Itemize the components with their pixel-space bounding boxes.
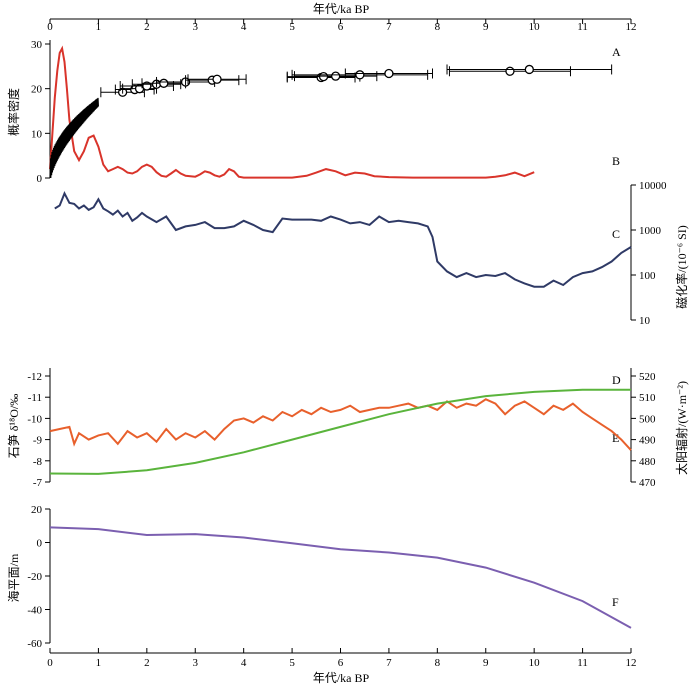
x-tick-label-bottom: 10 [529,657,541,669]
series-a-point [212,74,222,84]
x-tick-label-bottom: 7 [386,657,392,669]
y-tick-label-d18o: -7 [33,477,43,489]
x-tick-label-bottom: 8 [435,657,441,669]
series-a-point [355,70,365,80]
y-tick-label-probability: 0 [37,173,43,185]
y-tick-label-susceptibility: 10 [639,315,651,327]
series-a-point [159,78,169,88]
y-tick-label-susceptibility: 100 [639,270,656,282]
x-tick-label-top: 8 [435,21,441,33]
panel-label-b: B [612,154,620,168]
series-f-sea-level-line [49,526,632,629]
y-tick-label-d18o: -9 [33,435,43,447]
x-tick-label-top: 5 [289,21,295,33]
panel-label-c: C [612,227,620,241]
ylabel-stalagmite-d18o: 石笋 δ¹⁸O/‰ [6,394,21,458]
x-tick-label-top: 1 [96,21,102,33]
x-tick-label-bottom: 9 [483,657,489,669]
x-tick-label-top: 6 [338,21,344,33]
y-tick-label-solar: 520 [639,371,656,383]
y-tick-label-sea-level: 0 [37,538,43,550]
y-tick-label-sea-level: -40 [27,605,42,617]
y-tick-label-sea-level: -20 [27,571,42,583]
y-tick-label-solar: 500 [639,413,656,425]
y-tick-label-sea-level: -60 [27,638,42,650]
x-tick-label-bottom: 1 [96,657,102,669]
x-tick-label-bottom: 4 [241,657,247,669]
y-tick-label-solar: 490 [639,435,656,447]
y-tick-label-d18o: -12 [27,371,42,383]
x-tick-label-bottom: 3 [193,657,199,669]
panel-label-a: A [612,45,621,59]
y-tick-label-susceptibility: 10000 [639,180,667,192]
x-tick-label-top: 2 [144,21,150,33]
x-tick-label-bottom: 0 [47,657,53,669]
y-tick-label-d18o: -8 [33,456,43,468]
y-tick-label-probability: 10 [31,128,43,140]
series-b-density-line [49,45,535,179]
series-e-d18o-line [49,398,632,451]
x-axis-label-top: 年代/ka BP [313,2,370,16]
ylabel-probability-density: 概率密度 [6,88,21,136]
ylabel-sea-level: 海平面/m [6,553,21,602]
series-a-point [384,68,394,79]
y-tick-label-probability: 20 [31,84,43,96]
x-tick-label-bottom: 2 [144,657,150,669]
y-tick-label-susceptibility: 1000 [639,225,662,237]
y-tick-label-d18o: -10 [27,413,42,425]
x-tick-label-bottom: 5 [289,657,295,669]
plot-layer: 0011223344556677889910101111121201020301… [27,18,667,669]
series-c-susceptibility-line [54,190,632,288]
panel-label-e: E [612,431,619,445]
panel-label-d: D [612,373,621,387]
x-tick-label-top: 3 [193,21,199,33]
series-a-point [331,71,341,81]
x-tick-label-bottom: 12 [626,657,637,669]
x-tick-label-top: 4 [241,21,247,33]
x-tick-label-top: 0 [47,21,53,33]
x-tick-label-bottom: 6 [338,657,344,669]
series-a-point [524,64,534,75]
series-a-dense-ages [49,97,99,179]
y-tick-label-solar: 510 [639,392,656,404]
series-a-point [505,66,515,76]
series-d-solar-line [49,388,631,475]
x-tick-label-top: 7 [386,21,392,33]
x-tick-label-top: 10 [529,21,541,33]
y-tick-label-solar: 480 [639,456,656,468]
x-tick-label-top: 11 [577,21,588,33]
y-tick-label-sea-level: 20 [31,504,43,516]
ylabel-solar-radiation: 太阳辐射/(W·m⁻²) [674,381,689,475]
y-tick-label-solar: 470 [639,477,656,489]
x-tick-label-bottom: 11 [577,657,588,669]
y-tick-label-probability: 30 [31,39,43,51]
panel-label-f: F [612,595,619,609]
y-tick-label-d18o: -11 [28,392,42,404]
x-tick-label-top: 12 [626,21,637,33]
x-axis-label-bottom: 年代/ka BP [313,671,370,685]
ylabel-magnetic-susceptibility: 磁化率/(10⁻⁶ SI) [674,225,689,309]
x-tick-label-top: 9 [483,21,489,33]
